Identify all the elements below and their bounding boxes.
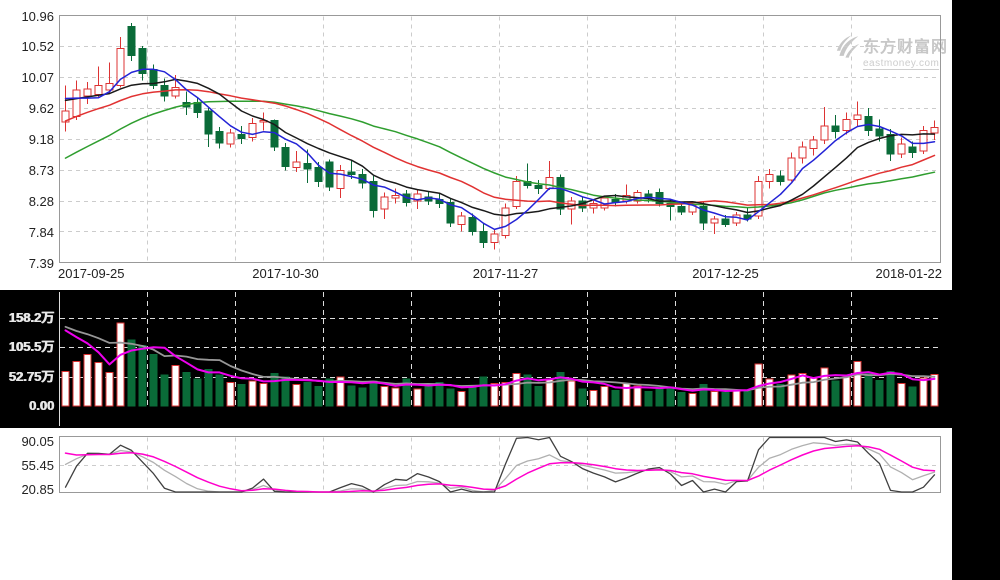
eastmoney-logo-icon [836,35,860,58]
kdj-k-line [64,442,936,493]
candlestick-series [61,23,939,250]
volume-bars [61,322,939,407]
watermark-brand: 东方财富网 [863,39,949,56]
volume-ma5-line [64,329,936,392]
watermark: 东方财富网 eastmoney.com [836,33,948,70]
ma5-line [64,68,936,231]
kdj-j-line [64,436,936,493]
price-grid [60,16,940,262]
ma30-line [64,100,936,209]
watermark-domain: eastmoney.com [863,58,940,70]
kdj-panel-border [59,436,941,493]
volume-ma-lines [64,325,936,392]
kdj-grid [60,437,940,492]
price-ma-lines [64,68,936,231]
price-panel-border [59,15,941,263]
ma10-line [64,78,936,217]
watermark-text: 东方财富网 eastmoney.com [863,33,948,70]
right-black-strip [952,0,1000,580]
volume-grid [59,292,940,426]
kdj-lines [64,436,936,493]
kdj-d-line [64,445,936,493]
